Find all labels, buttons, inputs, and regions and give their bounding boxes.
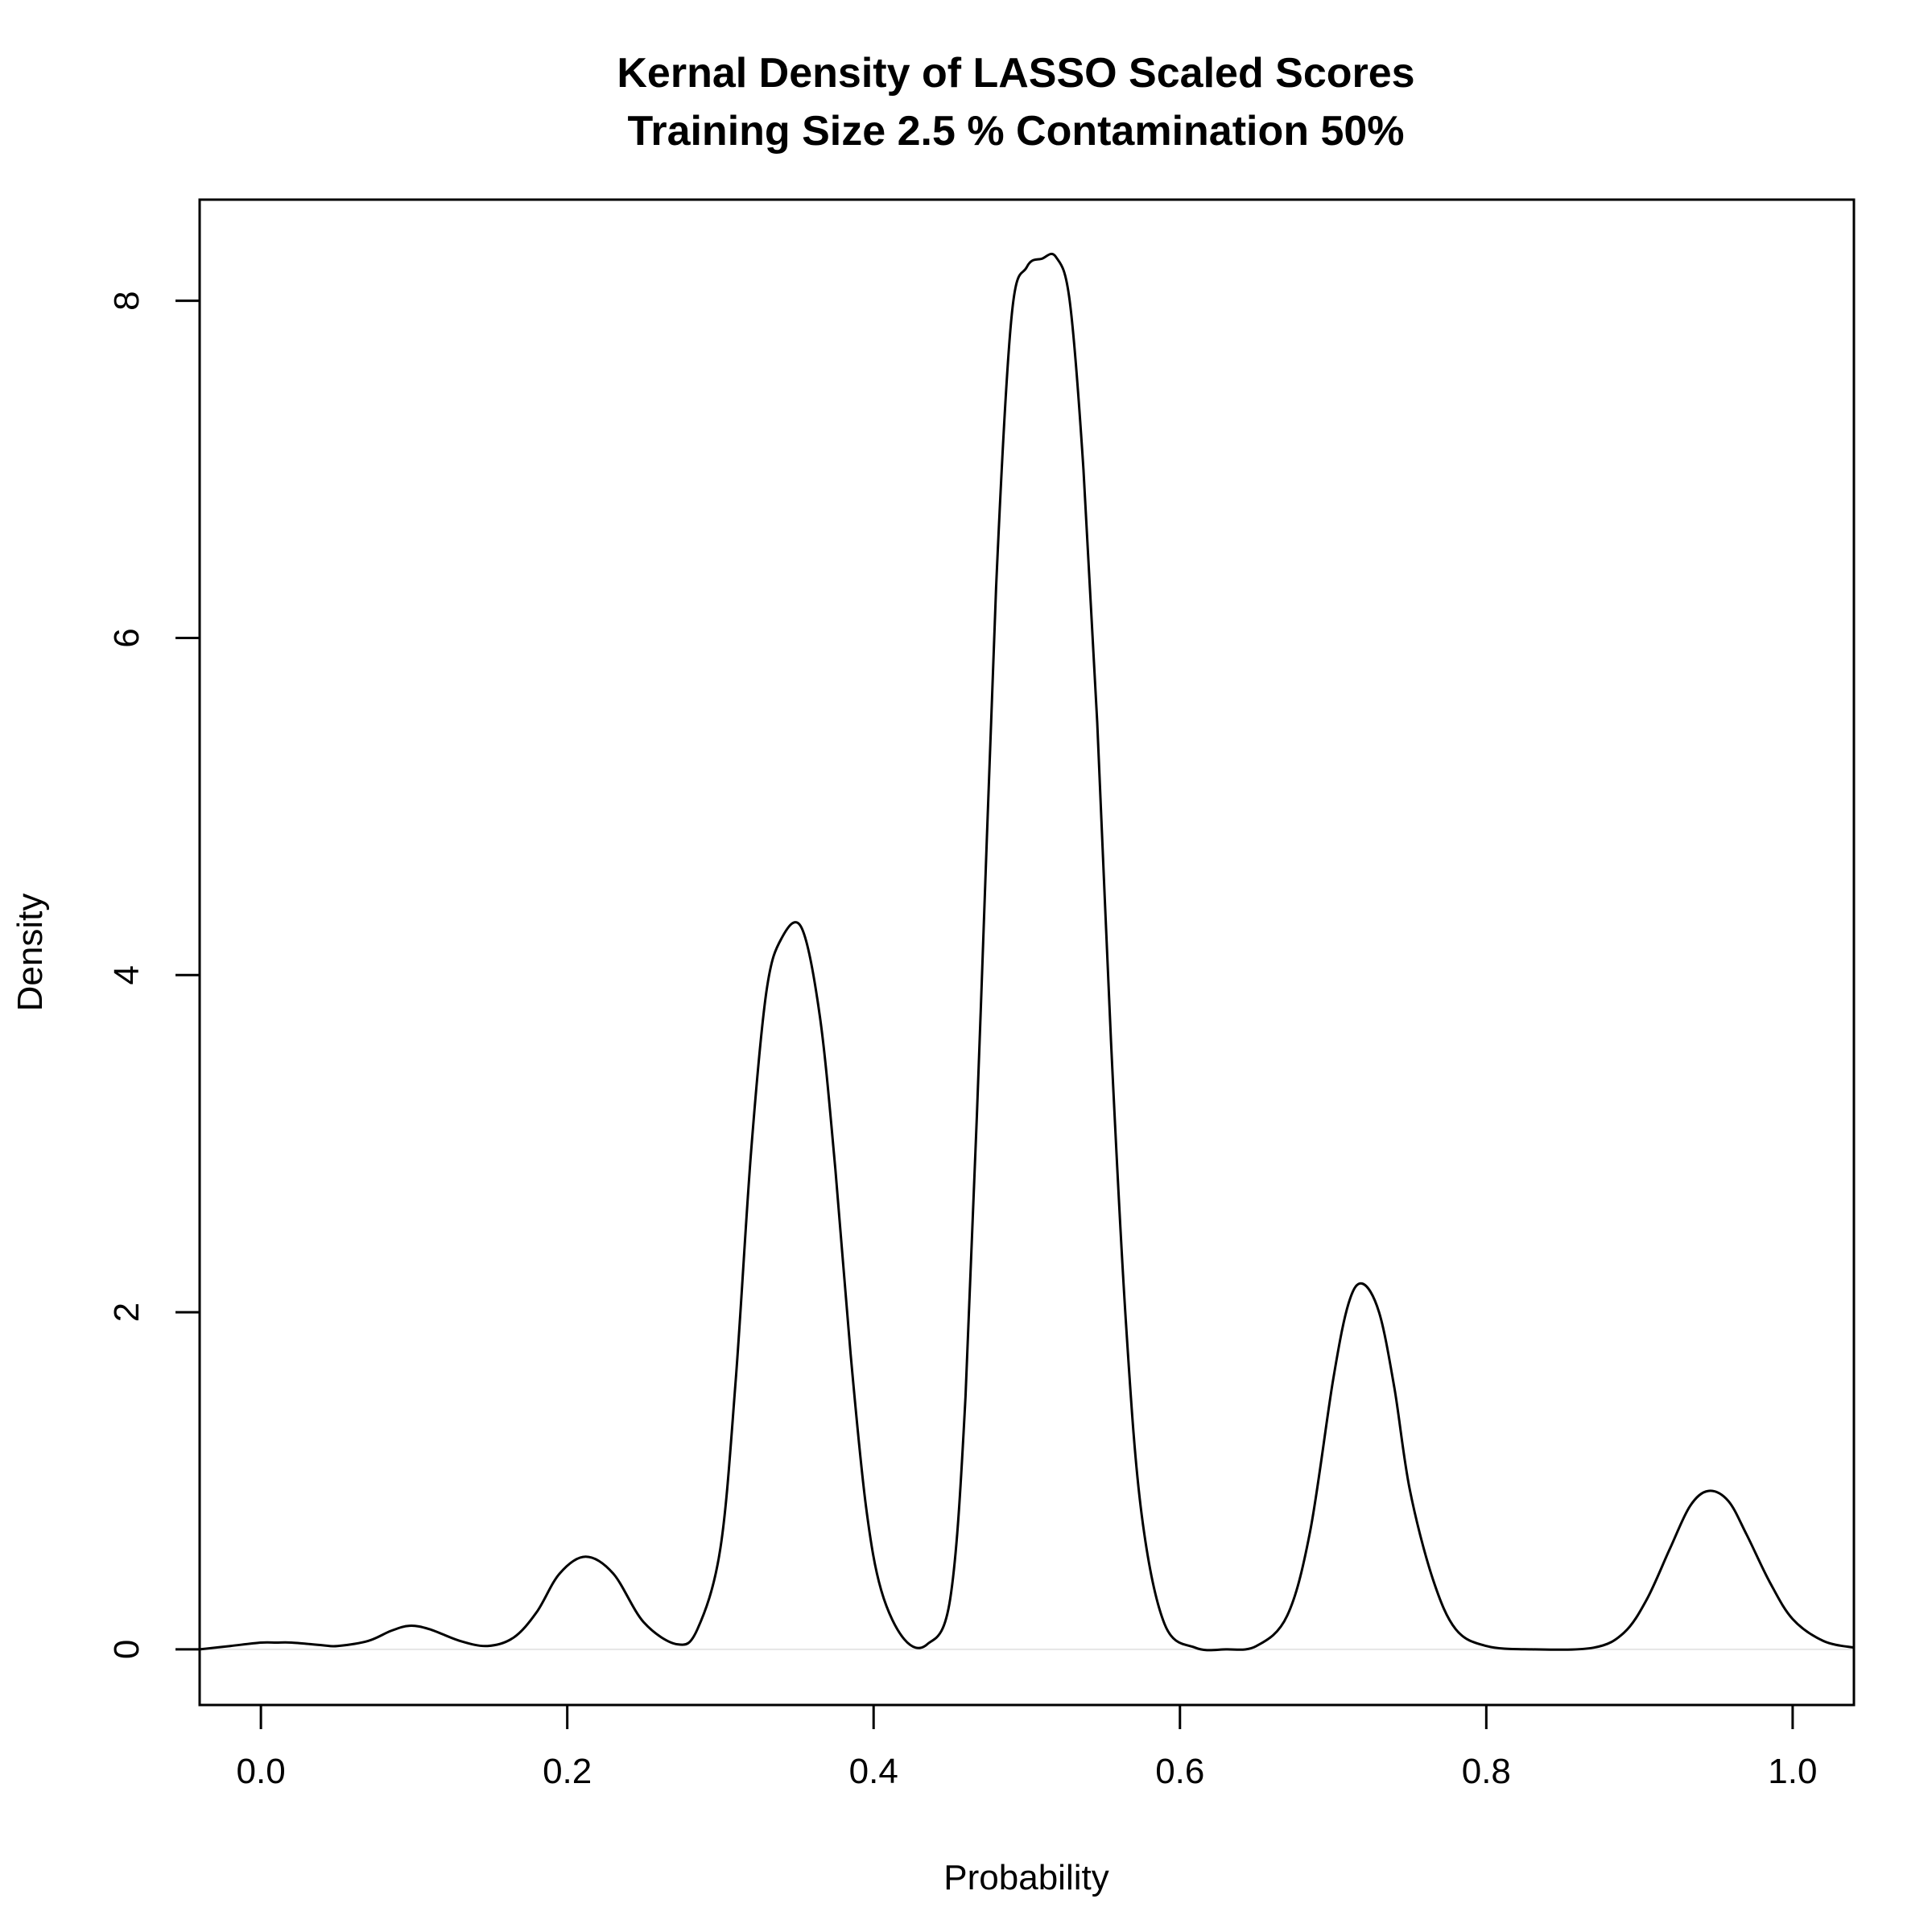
y-tick-label: 2 (107, 1302, 147, 1322)
x-tick-label: 0.0 (237, 1752, 286, 1791)
y-axis: 0 2 4 6 8 (107, 291, 201, 1659)
y-tick-label: 6 (107, 628, 147, 647)
plot-frame (198, 198, 1856, 1707)
density-curve (199, 252, 1855, 1652)
x-axis: 0.0 0.2 0.4 0.6 0.8 1.0 (237, 1703, 1817, 1791)
x-tick-label: 0.6 (1155, 1752, 1204, 1791)
chart-subtitle: Training Size 2.5 % Contamination 50% (627, 108, 1404, 155)
y-tick-label: 0 (107, 1640, 147, 1659)
chart-title: Kernal Density of LASSO Scaled Scores (617, 50, 1414, 97)
y-tick-label: 4 (107, 965, 147, 985)
x-axis-label: Probability (943, 1858, 1108, 1897)
x-tick-label: 1.0 (1768, 1752, 1817, 1791)
y-tick-label: 8 (107, 291, 147, 310)
x-tick-label: 0.8 (1462, 1752, 1511, 1791)
y-axis-label: Density (10, 894, 50, 1012)
x-tick-label: 0.4 (849, 1752, 898, 1791)
x-tick-label: 0.2 (543, 1752, 592, 1791)
